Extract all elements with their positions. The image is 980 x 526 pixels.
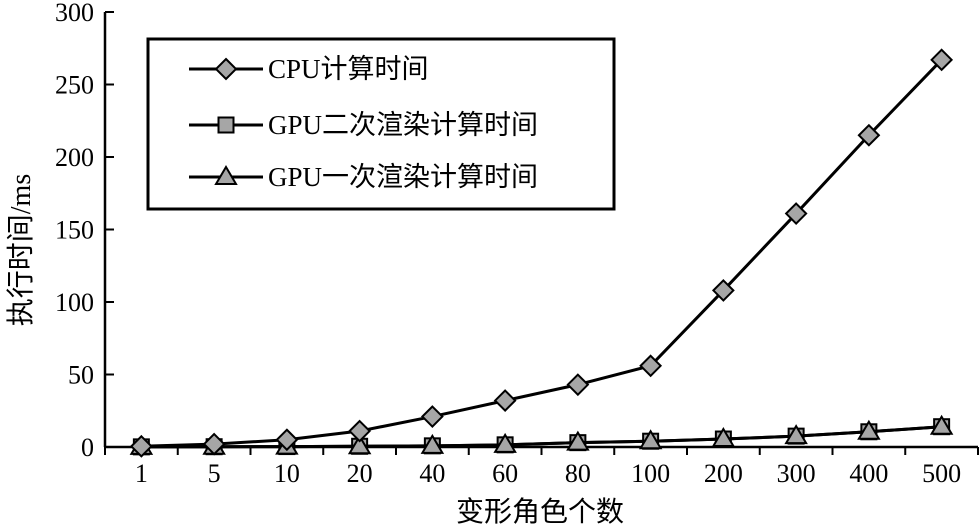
data-point — [857, 123, 881, 147]
legend-entry: CPU计算时间 — [189, 54, 429, 84]
y-tick-label: 300 — [55, 0, 94, 27]
y-tick-label: 0 — [81, 433, 94, 462]
legend-label: GPU二次渲染计算时间 — [268, 110, 538, 140]
y-tick-label: 100 — [55, 288, 94, 317]
legend-label: GPU一次渲染计算时间 — [268, 162, 538, 192]
x-tick-label: 200 — [704, 459, 743, 488]
data-point — [784, 424, 808, 445]
data-point — [639, 354, 663, 378]
x-tick-labels: 1 5 10 20 40 60 80 100 200 300 400 500 — [135, 459, 961, 488]
y-axis-label: 执行时间/ms — [5, 174, 37, 326]
data-point — [493, 389, 517, 413]
data-point — [275, 428, 299, 452]
series-layer — [129, 48, 954, 458]
y-tick-label: 150 — [55, 216, 94, 245]
series-line — [141, 58, 943, 448]
x-tick-label: 400 — [849, 459, 888, 488]
data-point — [566, 373, 590, 397]
data-point — [348, 419, 372, 443]
series-diamond — [129, 48, 954, 458]
data-point — [566, 430, 590, 451]
y-tick-label: 50 — [68, 361, 94, 390]
x-tick-label: 40 — [419, 459, 445, 488]
data-point — [420, 405, 444, 428]
data-point — [202, 432, 226, 456]
y-tick-label: 250 — [55, 71, 94, 100]
data-point — [420, 433, 445, 454]
data-point — [930, 48, 954, 72]
x-tick-label: 1 — [135, 459, 148, 488]
x-tick-label: 20 — [347, 459, 373, 488]
legend-entry: GPU二次渲染计算时间 — [189, 110, 538, 140]
data-point — [638, 429, 663, 450]
data-point — [129, 434, 153, 458]
legend-label: CPU计算时间 — [268, 54, 429, 84]
y-tick-label: 200 — [55, 143, 94, 172]
data-point — [711, 427, 736, 448]
data-point — [347, 434, 372, 455]
x-tick-label: 300 — [777, 459, 816, 488]
x-tick-label: 5 — [208, 459, 221, 488]
series-line — [141, 425, 942, 449]
x-tick-label: 500 — [922, 459, 961, 488]
y-tick-labels: 0 50 100 150 200 250 300 — [55, 0, 94, 462]
data-point — [857, 419, 881, 440]
legend: CPU计算时间 GPU二次渲染计算时间 GPU一次渲染计算时间 — [146, 37, 616, 211]
data-point — [929, 414, 954, 435]
legend-entry: GPU一次渲染计算时间 — [189, 162, 538, 192]
data-point — [784, 202, 808, 225]
legend-marker — [214, 165, 238, 185]
x-tick-label: 10 — [274, 459, 300, 488]
x-tick-label: 80 — [565, 459, 591, 488]
x-tick-label: 100 — [631, 459, 670, 488]
legend-marker — [217, 116, 235, 134]
data-point — [493, 432, 517, 453]
data-point — [711, 278, 735, 302]
x-tick-label: 60 — [492, 459, 518, 488]
legend-marker — [214, 57, 238, 81]
x-axis-label: 变形角色个数 — [456, 496, 624, 526]
